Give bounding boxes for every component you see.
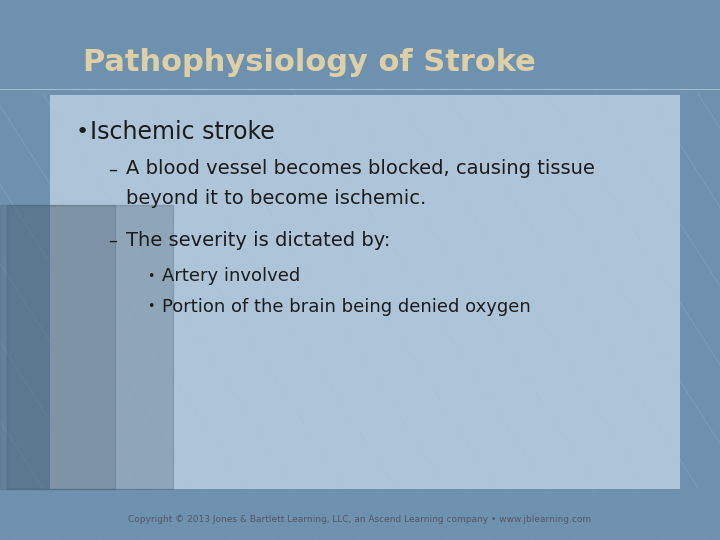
Text: •: • xyxy=(148,300,155,313)
Text: The severity is dictated by:: The severity is dictated by: xyxy=(126,231,390,250)
Text: •: • xyxy=(148,270,155,283)
Text: Ischemic stroke: Ischemic stroke xyxy=(90,120,275,144)
Bar xyxy=(0,205,173,489)
Text: beyond it to become ischemic.: beyond it to become ischemic. xyxy=(126,189,426,208)
FancyBboxPatch shape xyxy=(50,94,680,489)
Text: Portion of the brain being denied oxygen: Portion of the brain being denied oxygen xyxy=(162,298,531,316)
Text: •: • xyxy=(76,122,89,143)
Text: –: – xyxy=(108,161,117,179)
Bar xyxy=(7,205,115,489)
Text: A blood vessel becomes blocked, causing tissue: A blood vessel becomes blocked, causing … xyxy=(126,159,595,178)
Text: Artery involved: Artery involved xyxy=(162,267,300,286)
Text: –: – xyxy=(108,231,117,249)
Text: Copyright © 2013 Jones & Bartlett Learning, LLC, an Ascend Learning company • ww: Copyright © 2013 Jones & Bartlett Learni… xyxy=(128,515,592,524)
Text: Pathophysiology of Stroke: Pathophysiology of Stroke xyxy=(83,48,536,77)
